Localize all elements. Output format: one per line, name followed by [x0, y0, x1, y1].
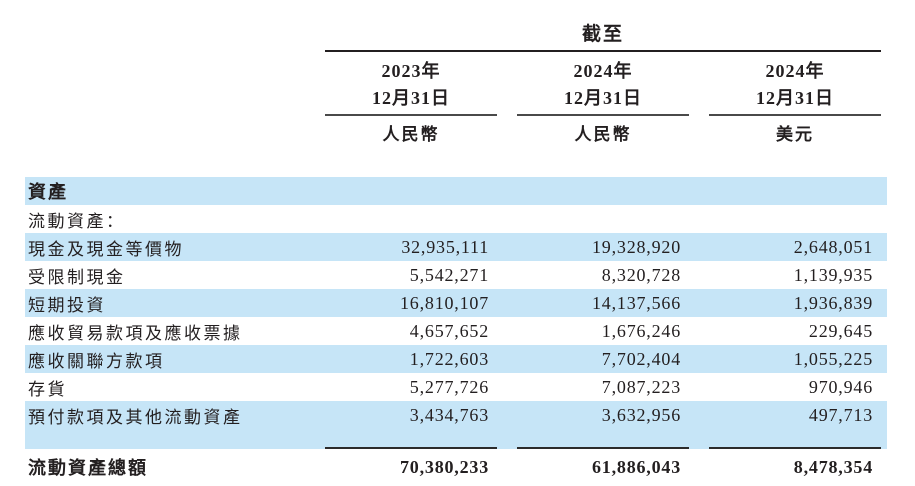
total-value-cell: 70,380,233	[400, 456, 489, 477]
table-row-cash: 現金及現金等價物 32,935,111 19,328,920 2,648,051	[25, 233, 887, 261]
row-label: 預付款項及其他流動資產	[28, 407, 243, 427]
total-value-cell: 61,886,043	[592, 456, 681, 477]
row-label: 應收貿易款項及應收票據	[28, 323, 243, 343]
value-cell: 1,936,839	[793, 292, 873, 313]
year-label: 2024年	[573, 61, 633, 81]
value-cell: 32,935,111	[401, 236, 489, 257]
currency-label-rmb-2023: 人民幣	[382, 125, 440, 144]
value-cell: 5,277,726	[409, 376, 489, 397]
subtotal-rule	[325, 429, 497, 449]
table-row-related-party-receivables: 應收關聯方款項 1,722,603 7,702,404 1,055,225	[25, 345, 887, 373]
value-cell: 1,055,225	[793, 348, 873, 369]
assets-table: 截至 2023年 12月31日 2024年 12月31日 2024年 12月31…	[25, 18, 887, 485]
date-label: 12月31日	[756, 88, 834, 108]
row-label: 存貨	[28, 379, 67, 399]
value-cell: 7,087,223	[601, 376, 681, 397]
subtotal-rule	[517, 429, 689, 449]
date-label: 12月31日	[564, 88, 642, 108]
section-row-assets: 資產	[25, 177, 887, 205]
total-row-current-assets: 流動資產總額 70,380,233 61,886,043 8,478,354	[25, 449, 887, 485]
year-label: 2023年	[381, 61, 441, 81]
table-header-asof-row: 截至	[25, 18, 887, 52]
column-header-2023: 2023年 12月31日	[325, 52, 497, 116]
value-cell: 19,328,920	[592, 236, 681, 257]
table-row-restricted-cash: 受限制現金 5,542,271 8,320,728 1,139,935	[25, 261, 887, 289]
table-header-currency-row: 人民幣 人民幣 美元	[25, 116, 887, 149]
value-cell: 8,320,728	[601, 264, 681, 285]
column-header-2024-usd: 2024年 12月31日	[709, 52, 881, 116]
table-row-inventories: 存貨 5,277,726 7,087,223 970,946	[25, 373, 887, 401]
value-cell: 5,542,271	[409, 264, 489, 285]
value-cell: 3,632,956	[601, 404, 681, 425]
subheader-label: 流動資產：	[28, 211, 126, 231]
value-cell: 229,645	[808, 320, 873, 341]
value-cell: 1,676,246	[601, 320, 681, 341]
column-header-2024-rmb: 2024年 12月31日	[517, 52, 689, 116]
subheader-row-current-assets: 流動資產：	[25, 205, 887, 233]
value-cell: 2,648,051	[793, 236, 873, 257]
section-label: 資產	[28, 182, 68, 202]
year-label: 2024年	[765, 61, 825, 81]
table-row-short-term-investments: 短期投資 16,810,107 14,137,566 1,936,839	[25, 289, 887, 317]
value-cell: 4,657,652	[409, 320, 489, 341]
row-label: 應收關聯方款項	[28, 351, 165, 371]
value-cell: 1,722,603	[409, 348, 489, 369]
value-cell: 14,137,566	[592, 292, 681, 313]
subtotal-rule	[709, 429, 881, 449]
table-row-trade-receivables: 應收貿易款項及應收票據 4,657,652 1,676,246 229,645	[25, 317, 887, 345]
value-cell: 497,713	[808, 404, 873, 425]
subtotal-rule-row	[25, 429, 887, 449]
value-cell: 1,139,935	[793, 264, 873, 285]
total-value-cell: 8,478,354	[793, 456, 873, 477]
table-body: 資產 流動資產： 現金及現金等價物 32,935,111 19,328,920 …	[25, 177, 887, 485]
value-cell: 7,702,404	[601, 348, 681, 369]
table-header-date-row: 2023年 12月31日 2024年 12月31日 2024年 12月31日	[25, 52, 887, 116]
table-row-prepayments: 預付款項及其他流動資產 3,434,763 3,632,956 497,713	[25, 401, 887, 429]
header-label-spacer	[25, 52, 325, 116]
as-of-label: 截至	[325, 19, 881, 52]
row-label: 受限制現金	[28, 267, 126, 287]
currency-label-usd-2024: 美元	[776, 125, 814, 144]
row-label: 現金及現金等價物	[28, 239, 184, 259]
value-cell: 3,434,763	[409, 404, 489, 425]
value-cell: 16,810,107	[400, 292, 489, 313]
row-label: 短期投資	[28, 295, 106, 315]
value-cell: 970,946	[808, 376, 873, 397]
currency-label-rmb-2024: 人民幣	[574, 125, 632, 144]
total-label: 流動資產總額	[28, 458, 148, 478]
date-label: 12月31日	[372, 88, 450, 108]
